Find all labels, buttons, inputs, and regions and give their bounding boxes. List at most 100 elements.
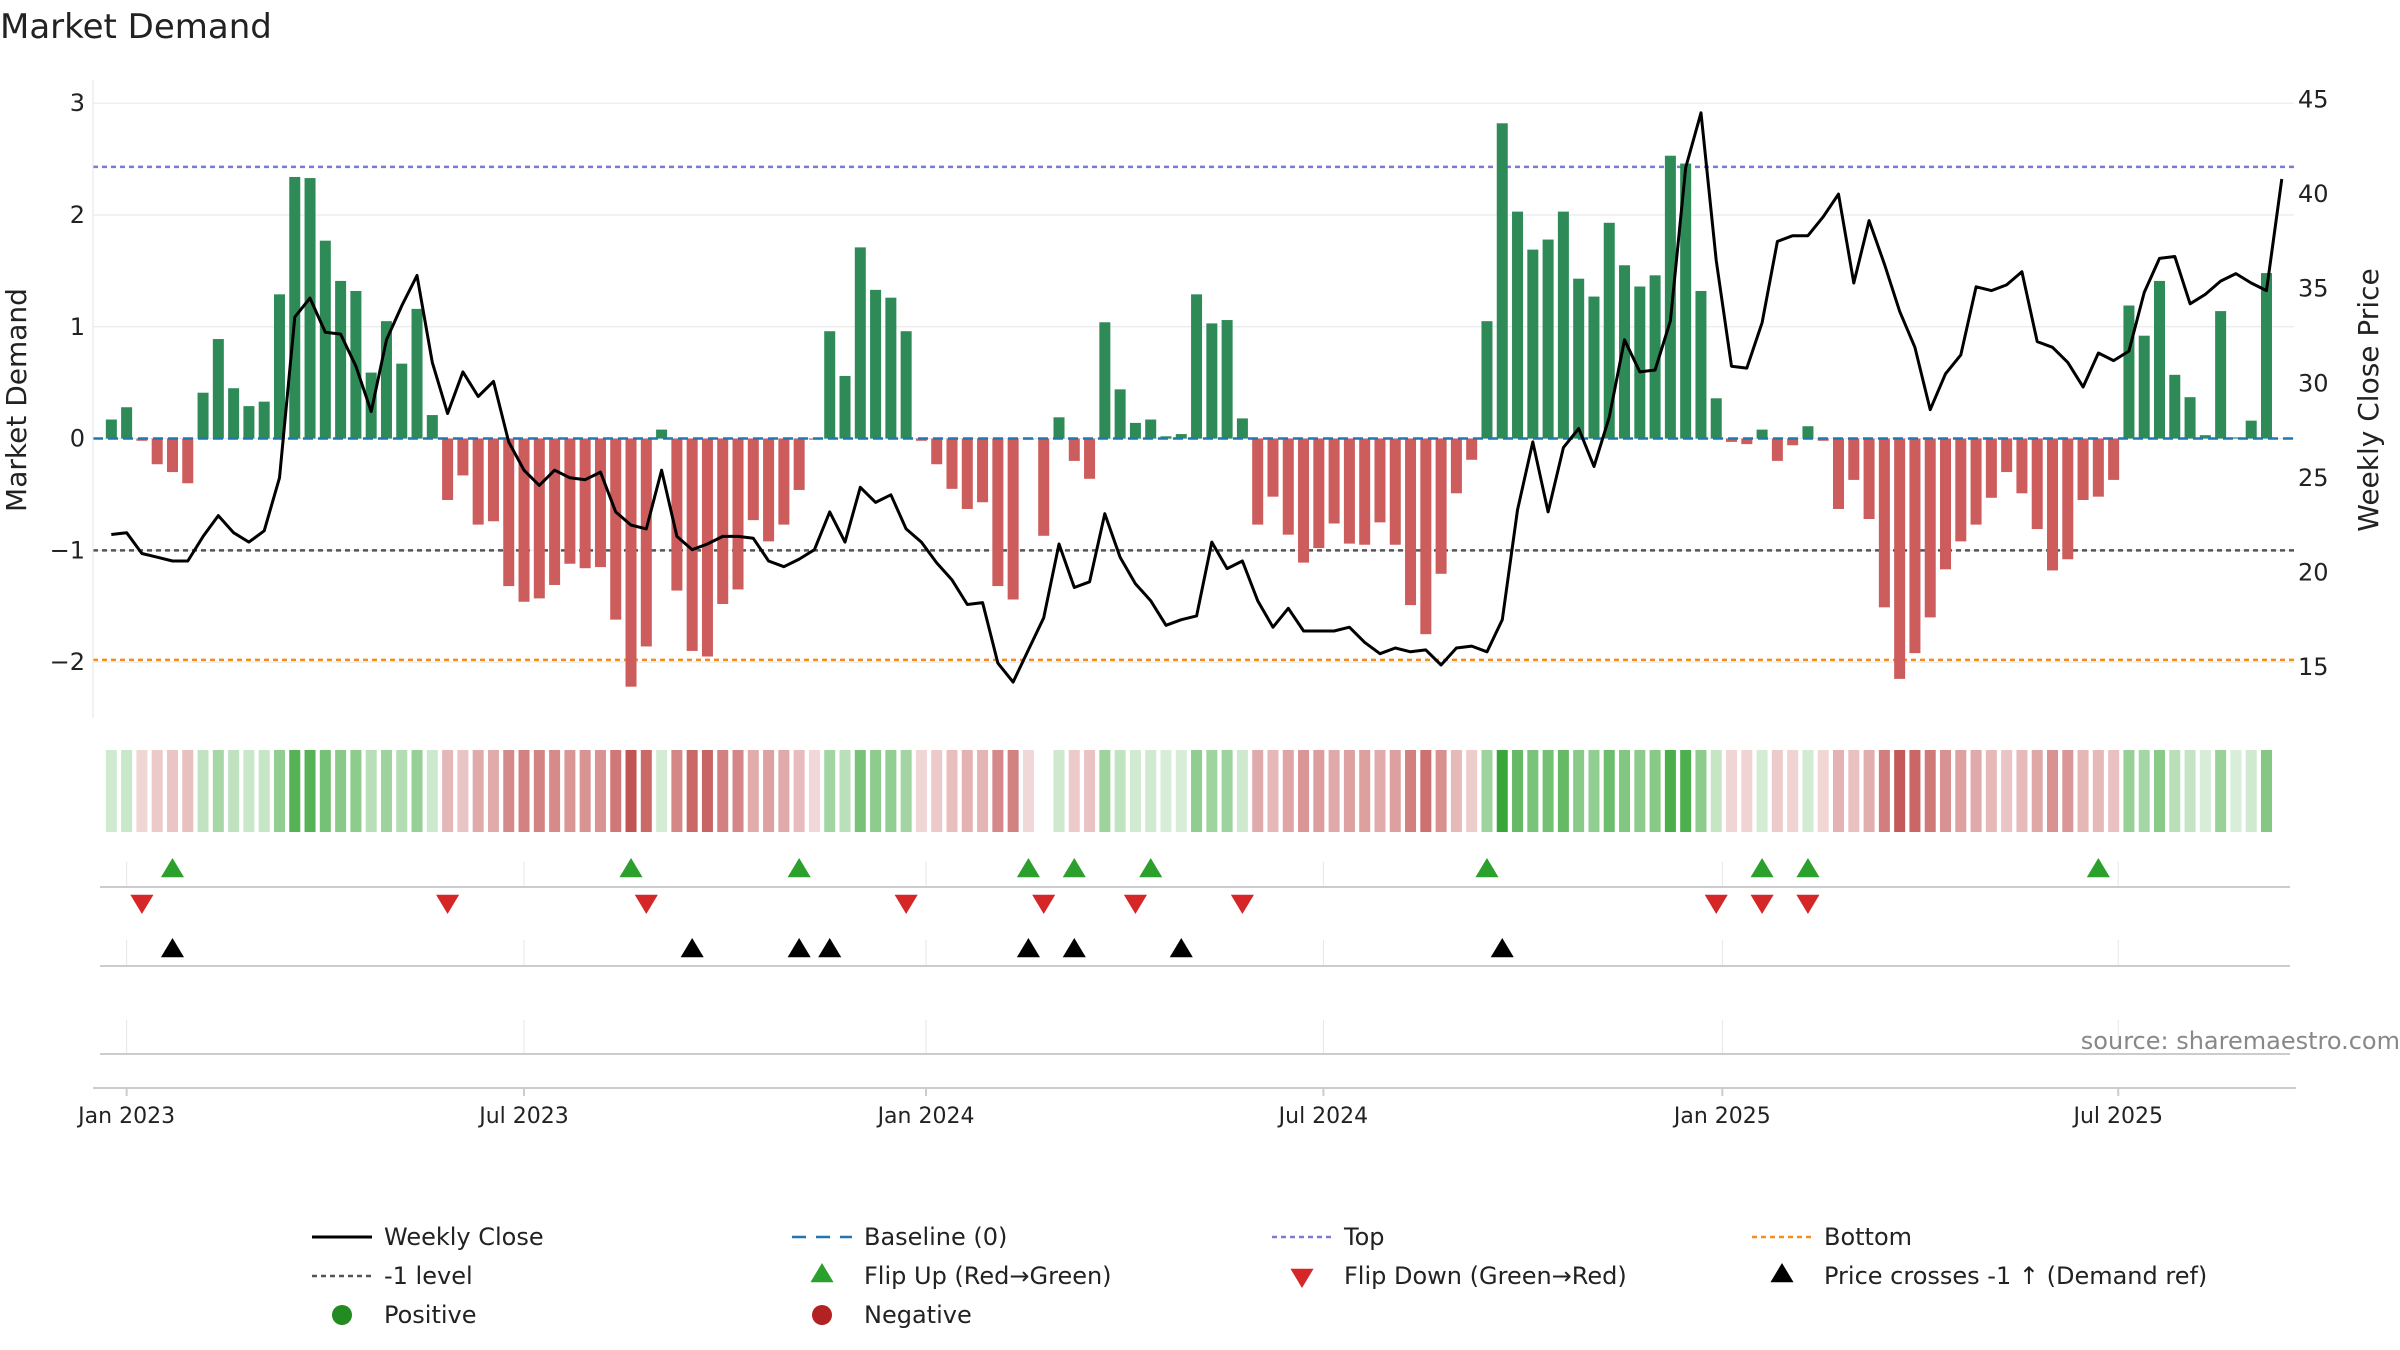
- strip-cell: [166, 750, 178, 832]
- strip-cell: [1787, 750, 1799, 832]
- strip-cell: [2215, 750, 2227, 832]
- strip-cell: [686, 750, 698, 832]
- flip-down-marker: [894, 894, 918, 914]
- left-tick-label: 1: [70, 313, 85, 341]
- flip-down-marker: [1032, 894, 1056, 914]
- strip-cell: [1145, 750, 1157, 832]
- demand-bar-positive: [2153, 280, 2165, 439]
- legend-label: -1 level: [384, 1262, 473, 1290]
- flip-down-marker: [436, 894, 460, 914]
- demand-bar-positive: [2138, 335, 2150, 439]
- demand-bar-positive: [885, 297, 897, 439]
- strip-cell: [640, 750, 652, 832]
- right-tick-label: 15: [2298, 653, 2329, 681]
- demand-bar-negative: [2016, 438, 2028, 494]
- strip-cell: [824, 750, 836, 832]
- strip-cell: [1588, 750, 1600, 832]
- demand-bar-positive: [1129, 422, 1141, 439]
- right-tick-label: 25: [2298, 464, 2329, 492]
- strip-cell: [1359, 750, 1371, 832]
- strip-cell: [1053, 750, 1065, 832]
- strip-cell: [1863, 750, 1875, 832]
- strip-cell: [2169, 750, 2181, 832]
- strip-cell: [1298, 750, 1310, 832]
- legend: Weekly Close Baseline (0) Top Bottom -1 leve…: [312, 1223, 2207, 1329]
- demand-bar-positive: [121, 407, 133, 439]
- demand-bar-positive: [1588, 296, 1600, 439]
- demand-bar-negative: [946, 438, 958, 489]
- strip-cell: [1894, 750, 1906, 832]
- strip-cell: [1435, 750, 1447, 832]
- strip-cell: [151, 750, 163, 832]
- demand-bar-positive: [1619, 265, 1631, 439]
- demand-bar-positive: [2123, 305, 2135, 439]
- demand-bar-negative: [1863, 438, 1875, 520]
- demand-bar-negative: [1435, 438, 1447, 574]
- flip-down-marker: [634, 894, 658, 914]
- demand-bar-negative: [1405, 438, 1417, 606]
- strip-cell: [1221, 750, 1233, 832]
- strip-cell: [1466, 750, 1478, 832]
- strip-cell: [2138, 750, 2150, 832]
- demand-bar-negative: [2001, 438, 2013, 473]
- demand-bar-negative: [1466, 438, 1478, 460]
- strip-cell: [1527, 750, 1539, 832]
- legend-label: Top: [1343, 1223, 1385, 1251]
- legend-label: Flip Up (Red→Green): [864, 1262, 1112, 1290]
- strip-cell: [778, 750, 790, 832]
- strip-cell: [304, 750, 316, 832]
- demand-bar-negative: [1298, 438, 1310, 563]
- demand-bar-negative: [1878, 438, 1890, 608]
- demand-bar-positive: [2245, 420, 2257, 439]
- price-cross-marker: [1169, 938, 1193, 958]
- flip-up-marker: [160, 858, 185, 878]
- demand-bar-negative: [2077, 438, 2089, 501]
- demand-bar-negative: [1328, 438, 1340, 524]
- strip-cell: [1940, 750, 1952, 832]
- legend-swatch-price-cross: [1770, 1263, 1794, 1283]
- strip-cell: [350, 750, 362, 832]
- demand-bar-positive: [2215, 311, 2227, 439]
- demand-bar-negative: [732, 438, 744, 590]
- demand-bar-negative: [717, 438, 729, 604]
- strip-cell: [900, 750, 912, 832]
- strip-cell: [1955, 750, 1967, 832]
- demand-bar-negative: [1924, 438, 1936, 618]
- flip-up-marker: [1750, 858, 1774, 878]
- price-cross-marker: [680, 938, 704, 958]
- demand-bar-negative: [793, 438, 805, 490]
- demand-bar-negative: [1787, 438, 1799, 446]
- demand-bar-negative: [2031, 438, 2043, 530]
- strip-cell: [2245, 750, 2257, 832]
- flip-down-marker: [1750, 894, 1774, 914]
- price-cross-marker: [787, 938, 811, 958]
- demand-bar-positive: [1634, 286, 1646, 439]
- demand-bar-positive: [1756, 429, 1768, 439]
- legend-label: Weekly Close: [384, 1223, 544, 1251]
- x-tick-label: Jan 2023: [76, 1104, 175, 1129]
- reference-lines: [93, 165, 2294, 662]
- demand-bar-negative: [487, 438, 499, 522]
- strip-cell: [457, 750, 469, 832]
- demand-bar-positive: [1573, 278, 1585, 439]
- flip-up-marker: [2086, 858, 2110, 878]
- demand-bar-positive: [1114, 389, 1126, 439]
- right-axis-label: Weekly Close Price: [2352, 268, 2385, 531]
- strip-cell: [1175, 750, 1187, 832]
- demand-bar-negative: [1313, 438, 1325, 549]
- strip-cell: [915, 750, 927, 832]
- legend-item-top: Top: [1272, 1223, 1385, 1251]
- x-tick-label: Jul 2023: [477, 1104, 569, 1129]
- x-tick-label: Jul 2025: [2071, 1104, 2163, 1129]
- demand-bar-negative: [1450, 438, 1462, 494]
- legend-label: Baseline (0): [864, 1223, 1007, 1251]
- flip-down-marker: [130, 894, 154, 914]
- strip-cell: [732, 750, 744, 832]
- legend-item-minus-one: -1 level: [312, 1262, 473, 1290]
- strip-cell: [2031, 750, 2043, 832]
- strip-cell: [854, 750, 866, 832]
- strip-cell: [1695, 750, 1707, 832]
- demand-bar-positive: [1649, 275, 1661, 439]
- demand-bar-negative: [1833, 438, 1845, 509]
- strip-cell: [1970, 750, 1982, 832]
